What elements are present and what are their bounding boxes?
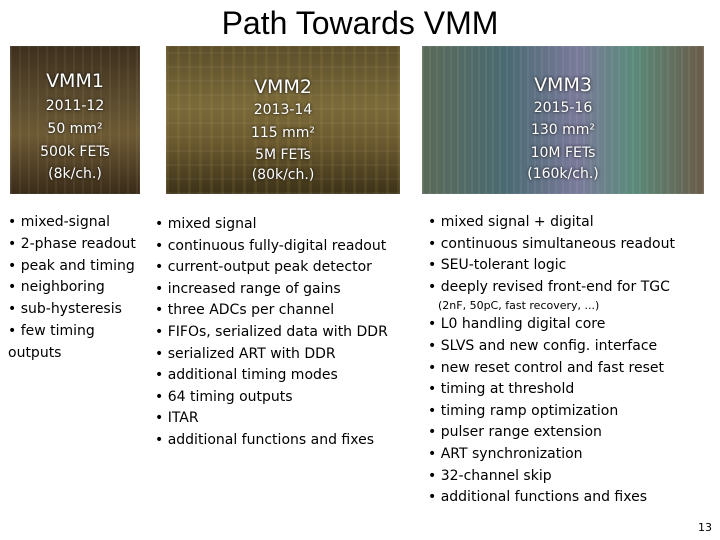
list-item: • ITAR: [155, 410, 199, 427]
list-item: • FIFOs, serialized data with DDR: [155, 323, 388, 340]
chip-fets: 500k FETs: [40, 144, 110, 160]
list-item: • 32-channel skip: [428, 467, 552, 484]
list-item: • continuous fully-digital readout: [155, 237, 387, 254]
list-item: • three ADCs per channel: [155, 302, 335, 319]
chip-rate: (8k/ch.): [48, 166, 102, 182]
list-item: • current-output peak detector: [155, 259, 372, 276]
chip-years: 2015-16: [533, 100, 593, 116]
list-item: • mixed-signal: [8, 214, 111, 230]
list-item: • 64 timing outputs: [155, 388, 293, 405]
vmm2-feature-list: • mixed signal • continuous fully-digita…: [155, 214, 388, 452]
list-item: • SEU-tolerant logic: [428, 257, 567, 274]
vmm3-chip-photo: VMM3 2015-16 130 mm² 10M FETs (160k/ch.): [422, 46, 704, 194]
chip-area: 130 mm²: [530, 122, 596, 138]
list-item: • increased range of gains: [155, 280, 341, 297]
list-item: • mixed signal: [155, 216, 257, 232]
list-item: • few timing: [8, 322, 95, 339]
list-item: • sub-hysteresis: [8, 301, 122, 318]
list-item: • deeply revised front-end for TGC: [428, 278, 670, 295]
chip-fets: 5M FETs: [255, 147, 311, 163]
list-item: • 2-phase readout: [8, 235, 136, 252]
vmm1-feature-list: • mixed-signal • 2-phase readout • peak …: [8, 212, 136, 365]
list-item: • timing ramp optimization: [428, 402, 619, 419]
chip-name: VMM3: [534, 74, 592, 96]
list-item: • additional functions and fixes: [155, 431, 374, 448]
slide-title: Path Towards VMM: [221, 5, 499, 41]
list-item: outputs: [8, 344, 62, 361]
list-item: • additional timing modes: [155, 367, 338, 384]
list-item: • additional functions and fixes: [428, 489, 647, 506]
list-item-note: (2nF, 50pC, fast recovery, ...): [438, 299, 600, 313]
list-item: • peak and timing: [8, 257, 135, 274]
vmm1-chip-photo: VMM1 2011-12 50 mm² 500k FETs (8k/ch.): [10, 46, 140, 194]
list-item: • timing at threshold: [428, 381, 575, 398]
chip-area: 50 mm²: [47, 121, 103, 137]
list-item: • continuous simultaneous readout: [428, 235, 675, 252]
chip-rate: (80k/ch.): [251, 167, 315, 183]
list-item: • pulser range extension: [428, 424, 602, 441]
chip-name: VMM1: [46, 70, 104, 92]
page-number: 13: [698, 521, 712, 534]
chip-rate: (160k/ch.): [527, 166, 599, 182]
chip-years: 2011-12: [45, 98, 105, 114]
chip-years: 2013-14: [253, 102, 313, 118]
list-item: • L0 handling digital core: [428, 316, 606, 333]
list-item: • ART synchronization: [428, 445, 583, 462]
vmm3-feature-list: • mixed signal + digital • continuous si…: [428, 212, 675, 509]
chip-fets: 10M FETs: [530, 145, 596, 161]
vmm2-chip-photo: VMM2 2013-14 115 mm² 5M FETs (80k/ch.): [166, 46, 400, 194]
list-item: • neighboring: [8, 279, 105, 296]
chip-name: VMM2: [254, 76, 312, 98]
list-item: • mixed signal + digital: [428, 214, 594, 230]
chip-area: 115 mm²: [250, 125, 316, 141]
list-item: • new reset control and fast reset: [428, 359, 664, 376]
list-item: • serialized ART with DDR: [155, 345, 336, 362]
list-item: • SLVS and new config. interface: [428, 337, 658, 354]
